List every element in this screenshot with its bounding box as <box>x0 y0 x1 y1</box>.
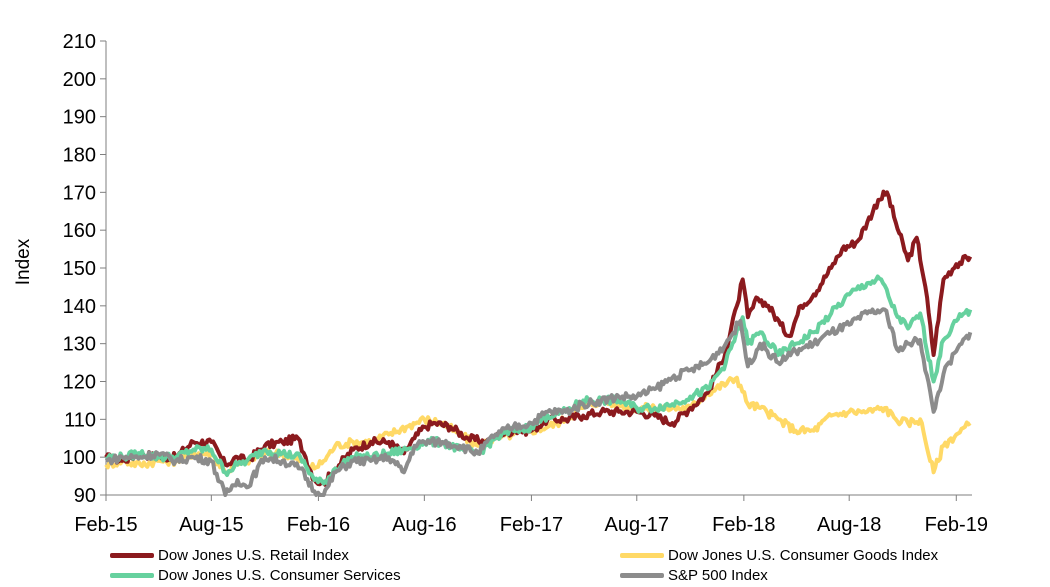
y-tick-label: 100 <box>63 447 96 469</box>
y-tick-label: 130 <box>63 334 96 356</box>
x-tick-label: Feb-15 <box>74 514 137 536</box>
y-tick-label: 90 <box>74 485 96 507</box>
y-tick-label: 200 <box>63 69 96 91</box>
y-tick-label: 190 <box>63 107 96 129</box>
y-tick-label: 150 <box>63 258 96 280</box>
x-axis: Feb-15 Aug-15 Feb-16 Aug-16 Feb-17 Aug-17 Feb-… <box>74 494 988 536</box>
y-tick-label: 140 <box>63 296 96 318</box>
series-line <box>104 274 973 486</box>
x-tick-label: Aug-18 <box>817 514 882 536</box>
y-axis-label: Index <box>13 238 34 285</box>
x-tick-label: Aug-15 <box>179 514 244 536</box>
y-tick-label: 160 <box>63 220 96 242</box>
y-tick-label: 210 <box>63 31 96 53</box>
y-tick-label: 110 <box>64 409 96 431</box>
x-tick-label: Feb-18 <box>712 514 775 536</box>
y-tick-label: 180 <box>63 145 96 167</box>
series-line <box>104 189 973 487</box>
x-tick-label: Feb-16 <box>287 514 350 536</box>
x-tick-label: Aug-16 <box>392 514 457 536</box>
x-tick-label: Feb-17 <box>500 514 563 536</box>
series-lines <box>104 189 973 497</box>
y-axis: 90 100 110 120 130 140 150 160 170 180 190 200 210 <box>63 31 107 507</box>
y-tick-label: 170 <box>63 182 96 204</box>
y-tick-label: 120 <box>63 372 96 394</box>
series-line <box>104 307 973 497</box>
x-tick-label: Feb-19 <box>925 514 988 536</box>
x-tick-label: Aug-17 <box>605 514 670 536</box>
